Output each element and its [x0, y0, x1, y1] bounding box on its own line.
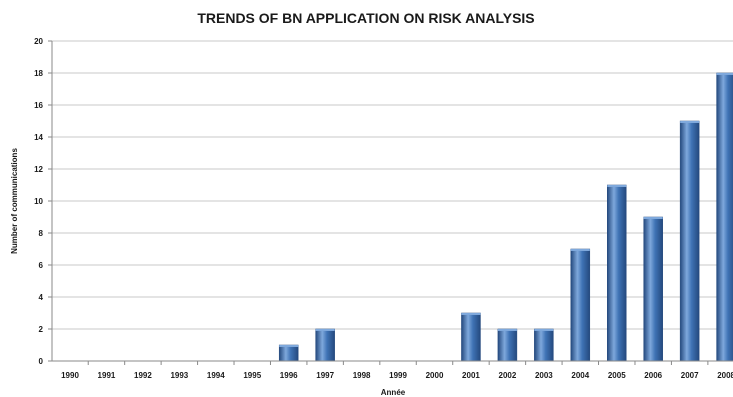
x-tick-label-2002: 2002	[499, 371, 517, 380]
y-tick-label: 20	[34, 37, 43, 46]
bar-2007	[679, 120, 700, 362]
x-tick-label-2008: 2008	[717, 371, 733, 380]
bar-2006	[643, 216, 663, 362]
y-axis-title: Number of communications	[10, 148, 19, 254]
x-tick-label-2006: 2006	[644, 371, 662, 380]
x-tick-label-1992: 1992	[134, 371, 152, 380]
bar-top-2006	[643, 217, 663, 219]
x-tick-label-2004: 2004	[571, 371, 589, 380]
x-tick-label-1997: 1997	[316, 371, 334, 380]
bar-2004	[570, 248, 591, 362]
y-tick-label: 14	[34, 133, 43, 142]
x-tick-label-2005: 2005	[608, 371, 626, 380]
x-tick-label-2000: 2000	[426, 371, 444, 380]
x-tick-label-2003: 2003	[535, 371, 553, 380]
x-axis-title: Année	[381, 388, 406, 397]
chart-title: TRENDS OF BN APPLICATION ON RISK ANALYSI…	[197, 10, 534, 26]
x-tick-label-1994: 1994	[207, 371, 225, 380]
y-tick-label: 6	[39, 261, 44, 270]
y-tick-label: 18	[34, 69, 43, 78]
y-tick-label: 2	[39, 325, 44, 334]
x-tick-label-1991: 1991	[98, 371, 116, 380]
bar-top-2004	[570, 249, 590, 251]
bar-top-2001	[461, 313, 481, 315]
bar-top-2005	[607, 185, 627, 187]
x-tick-label-2007: 2007	[681, 371, 699, 380]
x-tick-label-1998: 1998	[353, 371, 371, 380]
bar-top-1996	[279, 345, 299, 347]
bar-2005	[607, 184, 627, 362]
bar-top-2002	[497, 329, 517, 331]
bar-2003	[534, 328, 554, 362]
y-axis-ticks: 0 2 4 6 8 10 12 14 16 18 20	[34, 37, 52, 366]
bar-top-2003	[534, 329, 554, 331]
bars	[278, 72, 733, 362]
y-tick-label: 0	[39, 357, 44, 366]
x-tick-label-2001: 2001	[462, 371, 480, 380]
y-tick-label: 4	[39, 293, 44, 302]
y-tick-label: 10	[34, 197, 43, 206]
x-tick-label-1995: 1995	[243, 371, 261, 380]
y-tick-label: 12	[34, 165, 43, 174]
bar-1996	[278, 344, 299, 362]
y-tick-label: 8	[39, 229, 44, 238]
bar-2008	[716, 72, 733, 362]
x-tick-label-1996: 1996	[280, 371, 298, 380]
x-axis-ticks: 1990 1991 1992 1993 1994 1995 1996 1997 1998 1999…	[61, 361, 733, 380]
gridlines	[52, 40, 733, 330]
x-tick-label-1993: 1993	[170, 371, 188, 380]
bar-top-1997	[315, 329, 335, 331]
x-tick-label-1990: 1990	[61, 371, 79, 380]
bar-top-2007	[680, 121, 700, 123]
x-tick-label-1999: 1999	[389, 371, 407, 380]
bar-2001	[461, 312, 481, 362]
bar-top-2008	[716, 73, 733, 75]
y-tick-label: 16	[34, 101, 43, 110]
bar-2002	[497, 328, 518, 362]
bar-1997	[315, 328, 335, 362]
